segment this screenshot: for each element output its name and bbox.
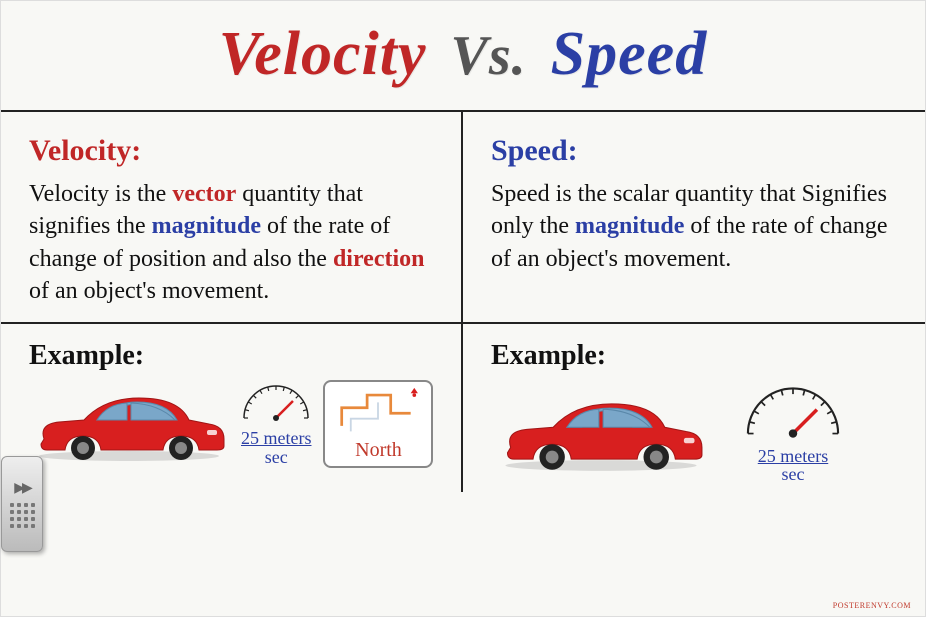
speedometer-icon [241, 380, 311, 424]
car-icon [29, 384, 229, 464]
gauge-numerator: 25 meters [758, 446, 828, 466]
slide-handle[interactable]: ▶▶ [1, 456, 43, 552]
example-label: Example: [29, 340, 433, 372]
velocity-definition-cell: Velocity: Velocity is the vector quantit… [1, 112, 463, 324]
title-speed: Speed [551, 19, 708, 90]
speed-example-row: 25 meters sec [491, 380, 897, 485]
gauge-reading: 25 meters sec [241, 429, 311, 467]
velocity-example-row: 25 meters sec North [29, 380, 433, 468]
speed-heading: Speed: [491, 134, 897, 168]
speed-example-cell: Example: 25 meters sec [463, 324, 925, 493]
speedometer-icon [743, 380, 843, 442]
car-icon [491, 389, 711, 474]
map-icon [328, 386, 428, 435]
title-vs: Vs. [451, 24, 527, 88]
direction-label: North [355, 439, 402, 462]
velocity-example-cell: Example: 25 meters sec North [1, 324, 463, 493]
comparison-grid: Velocity: Velocity is the vector quantit… [1, 110, 925, 492]
speed-definition-cell: Speed: Speed is the scalar quantity that… [463, 112, 925, 324]
drag-grip-icon [10, 503, 35, 528]
velocity-heading: Velocity: [29, 134, 433, 168]
velocity-body: Velocity is the vector quantity that sig… [29, 178, 433, 308]
speed-body: Speed is the scalar quantity that Signif… [491, 178, 897, 275]
gauge-reading: 25 meters sec [743, 447, 843, 485]
gauge-denominator: sec [265, 447, 288, 467]
speedometer-block: 25 meters sec [241, 380, 311, 467]
title-velocity: Velocity [219, 19, 427, 90]
watermark: POSTERENVY.COM [833, 601, 911, 610]
title-row: Velocity Vs. Speed [1, 1, 925, 110]
gauge-numerator: 25 meters [241, 428, 311, 448]
speedometer-block: 25 meters sec [743, 380, 843, 485]
compass-block: North [323, 380, 433, 468]
chevron-right-icon: ▶▶ [14, 480, 30, 497]
example-label: Example: [491, 340, 897, 372]
gauge-denominator: sec [782, 464, 805, 484]
